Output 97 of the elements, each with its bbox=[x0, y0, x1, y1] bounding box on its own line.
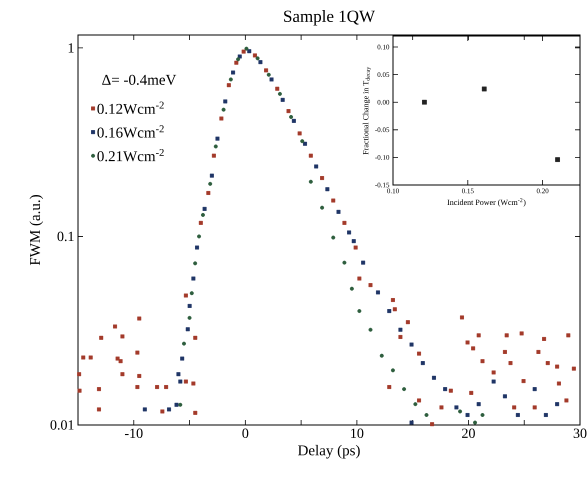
point bbox=[320, 206, 324, 210]
point bbox=[195, 246, 200, 250]
chart-title: Sample 1QW bbox=[284, 10, 376, 26]
x-axis-title: Incident Power (Wcm$^{-2}$) bbox=[447, 198, 526, 207]
point bbox=[214, 144, 218, 148]
point bbox=[357, 309, 362, 314]
y-axis-title: Fractional Change in T$_{decay}$ bbox=[362, 66, 372, 154]
point bbox=[200, 212, 205, 217]
point bbox=[210, 174, 214, 178]
point bbox=[350, 286, 354, 291]
point bbox=[473, 420, 478, 425]
point bbox=[458, 409, 462, 414]
point bbox=[516, 412, 520, 417]
x-tick-label: -10 bbox=[124, 428, 143, 438]
point bbox=[443, 387, 448, 392]
point bbox=[413, 402, 418, 406]
point bbox=[231, 70, 236, 75]
point bbox=[361, 260, 366, 265]
point bbox=[502, 394, 507, 398]
point bbox=[314, 164, 318, 168]
point bbox=[402, 387, 406, 392]
point bbox=[247, 49, 252, 54]
point bbox=[223, 99, 228, 104]
point bbox=[347, 230, 352, 234]
point bbox=[197, 234, 202, 238]
point bbox=[454, 405, 458, 410]
x-tick-label: 20 bbox=[462, 428, 475, 438]
point bbox=[186, 327, 190, 332]
point bbox=[180, 356, 184, 361]
point bbox=[222, 108, 226, 112]
point bbox=[292, 118, 296, 123]
point bbox=[331, 236, 336, 240]
point bbox=[492, 380, 496, 384]
point bbox=[174, 402, 179, 407]
x-tick-label: 10 bbox=[351, 428, 364, 438]
point bbox=[303, 142, 308, 146]
point bbox=[300, 139, 304, 144]
point bbox=[256, 56, 260, 60]
point bbox=[352, 239, 356, 244]
x-axis-title: Delay (ps) bbox=[298, 444, 360, 458]
point bbox=[266, 72, 271, 77]
point bbox=[289, 114, 294, 119]
point bbox=[167, 407, 172, 412]
point bbox=[424, 412, 429, 417]
point bbox=[555, 157, 560, 162]
point bbox=[544, 412, 548, 417]
point bbox=[208, 182, 212, 186]
point bbox=[466, 412, 470, 417]
point bbox=[142, 407, 147, 412]
point bbox=[190, 291, 194, 296]
y-axis-title: FWM (a.u.) bbox=[30, 195, 44, 266]
point bbox=[376, 290, 380, 294]
legend-label: 0.12Wcm$^{-2}$ bbox=[97, 102, 164, 114]
point bbox=[555, 402, 560, 406]
point bbox=[422, 100, 427, 105]
point bbox=[202, 206, 207, 211]
point bbox=[215, 136, 220, 141]
annotation: Δ= -0.4meV bbox=[102, 74, 176, 85]
y-tick-label: 0.01 bbox=[50, 420, 74, 430]
point bbox=[188, 304, 192, 308]
point bbox=[258, 60, 262, 64]
point bbox=[191, 276, 196, 281]
point bbox=[236, 57, 240, 62]
y-tick-label: 0.1 bbox=[58, 232, 74, 242]
legend-label: 0.21Wcm$^{-2}$ bbox=[97, 148, 164, 162]
point bbox=[270, 77, 274, 82]
point bbox=[325, 187, 330, 192]
point bbox=[278, 92, 282, 96]
point bbox=[420, 361, 425, 366]
point bbox=[398, 328, 402, 332]
point bbox=[308, 180, 313, 184]
point bbox=[532, 387, 537, 392]
point bbox=[244, 46, 248, 51]
x-tick-label: 0 bbox=[242, 428, 248, 438]
x-tick-label: 30 bbox=[574, 428, 586, 438]
point bbox=[476, 402, 481, 406]
point bbox=[342, 260, 346, 265]
point bbox=[178, 380, 182, 384]
point bbox=[387, 309, 392, 314]
point bbox=[228, 77, 233, 82]
point bbox=[410, 342, 414, 347]
point bbox=[280, 98, 285, 102]
point bbox=[368, 328, 372, 332]
point bbox=[380, 354, 384, 358]
point bbox=[410, 420, 414, 425]
point bbox=[178, 402, 182, 407]
point bbox=[182, 342, 186, 346]
point bbox=[188, 316, 192, 320]
legend-label: 0.16Wcm$^{-2}$ bbox=[97, 125, 164, 138]
point bbox=[390, 368, 395, 372]
point bbox=[432, 376, 436, 380]
y-tick-label: 1 bbox=[68, 43, 74, 52]
point bbox=[193, 261, 198, 266]
point bbox=[482, 86, 487, 92]
point bbox=[176, 372, 180, 376]
point bbox=[480, 412, 485, 417]
point bbox=[336, 210, 340, 214]
